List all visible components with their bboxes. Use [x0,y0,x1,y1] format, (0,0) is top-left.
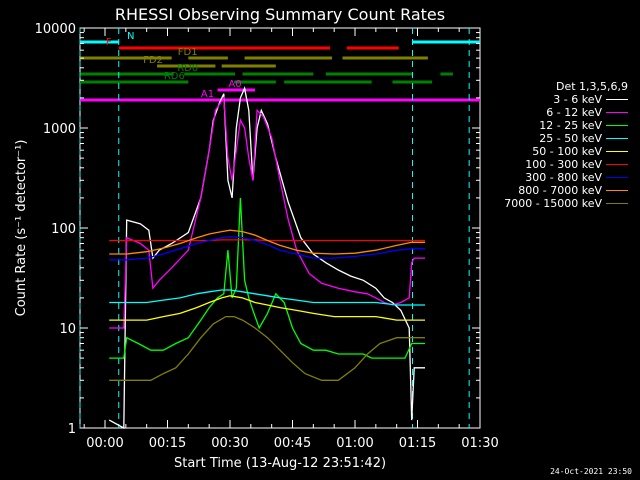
series-lines [108,85,425,430]
legend-item-label: 25 - 50 keV [539,132,602,145]
legend-item: 800 - 7000 keV [478,184,630,197]
legend-swatch [606,151,628,152]
x-tick-label: 00:30 [211,436,248,451]
legend-item: 100 - 300 keV [478,158,630,171]
legend-item-label: 6 - 12 keV [546,106,602,119]
series-line [109,315,425,381]
legend-swatch [606,138,628,139]
series-line [109,95,425,329]
legend-item: 3 - 6 keV [478,93,630,106]
y-tick-label: 1 [68,422,76,437]
legend-item: 6 - 12 keV [478,106,630,119]
legend-item: 25 - 50 keV [478,132,630,145]
series-line [109,239,425,242]
flag-label: F [106,37,112,48]
legend-item-label: 7000 - 15000 keV [504,197,602,210]
legend-item-label: 50 - 100 keV [532,145,602,158]
series-line [109,235,425,261]
legend-item-label: 300 - 800 keV [525,171,602,184]
legend-item: 300 - 800 keV [478,171,630,184]
x-tick-label: 00:45 [274,436,311,451]
x-tick-label: 01:30 [461,436,498,451]
legend-rows: 3 - 6 keV 6 - 12 keV 12 - 25 keV 25 - 50 ke… [478,93,630,210]
series-line [109,229,425,255]
y-tick-label: 10 [59,322,76,337]
flag-label: FD2 [143,55,163,66]
legend-swatch [606,112,628,113]
series-line [109,289,425,306]
flag-label: FD1 [178,47,198,58]
legend-item-label: 800 - 7000 keV [518,184,602,197]
legend-title: Det 1,3,5,6,9 [555,80,628,93]
legend-item: 50 - 100 keV [478,145,630,158]
flag-label: A1 [201,89,214,100]
y-tick-label: 100 [51,222,76,237]
legend-swatch [606,190,628,191]
flag-label: RD0 [177,63,198,74]
flag-label: RD6 [164,71,185,82]
x-tick-label: 01:15 [399,436,436,451]
flag-label: N [127,31,134,42]
legend-swatch [606,177,628,178]
legend-item-label: 3 - 6 keV [553,93,602,106]
x-tick-label: 00:00 [86,436,123,451]
x-tick-label: 00:15 [149,436,186,451]
x-axis-label: Start Time (13-Aug-12 23:51:42) [174,456,386,471]
series-line [109,295,425,321]
legend-swatch [606,125,628,126]
legend-item-label: 12 - 25 keV [539,119,602,132]
series-line [109,197,425,359]
legend-item: 7000 - 15000 keV [478,197,630,210]
y-tick-label: 10000 [35,22,76,37]
legend-swatch [606,99,628,100]
legend-swatch [606,164,628,165]
legend: Det 1,3,5,6,9 3 - 6 keV 6 - 12 keV 12 - 25… [478,80,630,210]
x-axis-ticks: 00:00 00:15 00:30 00:45 01:00 01:15 01:30 [83,28,499,451]
y-axis-ticks: 1 10 100 1000 10000 [35,22,480,437]
y-tick-label: 1000 [43,122,76,137]
timestamp: 24-Oct-2021 23:50 [550,467,632,476]
chart-title: RHESSI Observing Summary Count Rates [115,5,445,24]
legend-item: 12 - 25 keV [478,119,630,132]
legend-swatch [606,203,628,204]
x-tick-label: 01:00 [336,436,373,451]
y-axis-label: Count Rate (s⁻¹ detector⁻¹) [14,140,29,317]
flag-label: A0 [228,79,241,90]
legend-item-label: 100 - 300 keV [525,158,602,171]
